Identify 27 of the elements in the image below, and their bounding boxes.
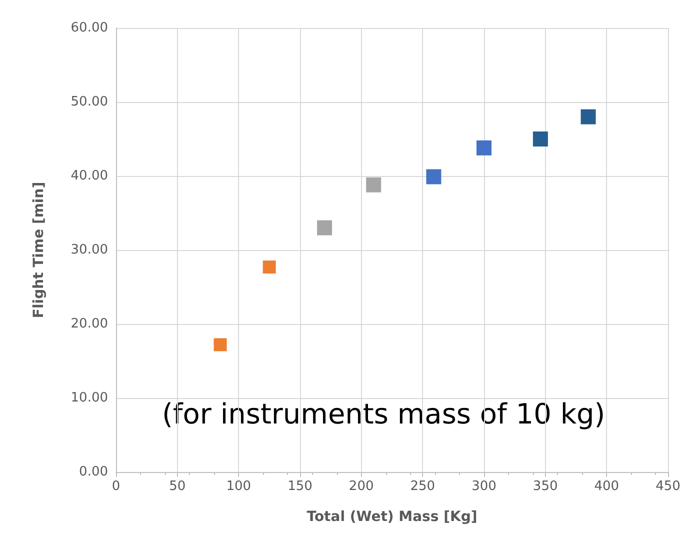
point <box>214 338 227 352</box>
point <box>532 132 548 146</box>
x-tick-label: 0 <box>112 479 120 494</box>
y-tick-label: 10.00 <box>70 390 108 406</box>
point <box>476 140 492 156</box>
x-tick-label: 450 <box>656 479 680 494</box>
y-tick-label: 60.00 <box>70 20 108 36</box>
x-tick-label: 350 <box>532 479 558 494</box>
y-tick-label: 20.00 <box>70 316 108 332</box>
point <box>426 169 442 184</box>
point <box>366 177 382 192</box>
x-tick-label: 100 <box>226 479 252 494</box>
x-axis-title: Total (Wet) Mass [Kg] <box>306 509 478 525</box>
x-tick-label: 50 <box>169 479 186 494</box>
point <box>580 109 596 124</box>
point <box>262 260 276 274</box>
y-tick-label: 0.00 <box>79 464 108 480</box>
point <box>317 220 332 236</box>
x-tick-label: 400 <box>594 479 620 494</box>
x-tick-label: 150 <box>288 479 312 494</box>
y-tick-label: 40.00 <box>70 168 108 184</box>
y-axis-title: Flight Time [min] <box>31 182 47 318</box>
x-tick-label: 250 <box>410 479 436 494</box>
y-tick-label: 30.00 <box>70 242 108 258</box>
y-tick-label: 50.00 <box>70 94 108 110</box>
x-tick-label: 300 <box>472 479 496 494</box>
x-tick-label: 200 <box>348 479 374 494</box>
